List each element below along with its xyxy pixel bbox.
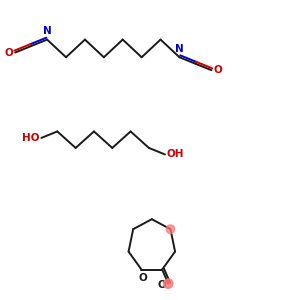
Circle shape <box>164 279 173 288</box>
Text: OH: OH <box>167 149 184 159</box>
Text: O: O <box>157 280 166 290</box>
Text: O: O <box>139 273 147 283</box>
Text: O: O <box>4 47 13 58</box>
Circle shape <box>166 225 175 233</box>
Text: HO: HO <box>22 133 40 143</box>
Text: N: N <box>43 26 52 36</box>
Text: O: O <box>214 65 223 75</box>
Text: N: N <box>175 44 184 54</box>
